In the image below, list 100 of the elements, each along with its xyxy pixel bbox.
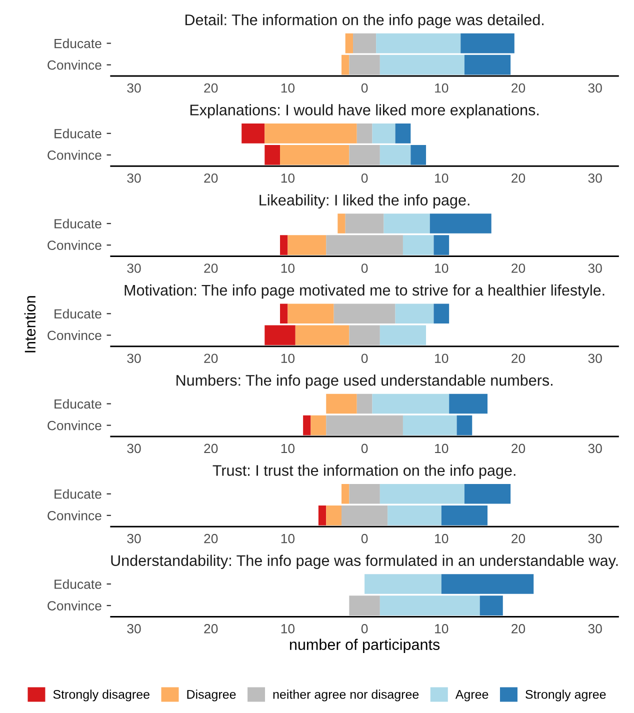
bar (326, 506, 342, 526)
x-tick-label: 30 (588, 444, 602, 454)
legend-label: Agree (455, 690, 488, 702)
bar (280, 304, 288, 324)
x-tick-label: 10 (281, 444, 295, 454)
legend-label: Disagree (187, 690, 236, 702)
y-tick-label: Convince (48, 420, 102, 430)
bar (303, 415, 311, 436)
x-tick-label: 30 (588, 354, 602, 364)
x-tick-label: 30 (588, 624, 602, 634)
bar (295, 325, 350, 346)
bar (356, 394, 372, 414)
bar (280, 235, 288, 255)
bar (264, 325, 296, 346)
bar (338, 214, 346, 234)
x-tick-label: 20 (512, 83, 526, 93)
bar (264, 145, 280, 165)
x-tick-label: 30 (588, 264, 602, 273)
x-tick-label: 10 (281, 264, 295, 273)
x-tick-label: 20 (512, 444, 526, 454)
y-tick-label: Educate (54, 489, 102, 499)
x-tick-label: 10 (435, 534, 448, 544)
y-tick-label: Convince (48, 600, 102, 610)
x-tick-label: 20 (512, 264, 526, 273)
bar (288, 304, 334, 324)
x-tick-label: 20 (204, 173, 218, 183)
x-tick-label: 30 (588, 534, 602, 544)
bar (288, 235, 326, 255)
x-tick-label: 20 (512, 354, 526, 364)
bar (380, 325, 426, 346)
bar (341, 484, 350, 504)
x-tick-label: 20 (512, 624, 526, 634)
y-tick-label: Educate (54, 398, 102, 409)
bar (380, 54, 464, 75)
x-tick-label: 20 (204, 264, 218, 273)
x-tick-label: 10 (281, 354, 295, 364)
x-tick-label: 30 (127, 264, 141, 273)
bar (326, 394, 357, 414)
x-tick-label: 20 (204, 624, 218, 634)
bar (376, 33, 461, 54)
x-tick-label: 30 (127, 534, 141, 544)
chart-title: Numbers: The info page used understandable numbers. (176, 374, 552, 389)
x-tick-label: 0 (361, 444, 368, 454)
x-tick-label: 30 (588, 173, 602, 183)
x-tick-label: 30 (127, 444, 141, 454)
chart-title: Understandability: The info page was formulated in an understandable way. (111, 554, 618, 570)
chart-title: Likeability: I liked the info page. (260, 194, 470, 209)
bar (460, 33, 514, 54)
x-tick-label: 30 (127, 83, 141, 93)
y-tick-label: Educate (54, 218, 102, 228)
bar (410, 145, 426, 165)
x-tick-label: 10 (281, 83, 295, 93)
x-tick-label: 0 (361, 354, 368, 364)
x-tick-label: 10 (281, 534, 295, 544)
bar (395, 123, 411, 144)
bar (318, 506, 326, 526)
x-tick-label: 10 (435, 83, 448, 93)
x-tick-label: 10 (435, 624, 448, 634)
bar (345, 33, 354, 54)
y-axis-title: Intention (24, 296, 36, 352)
x-tick-label: 0 (361, 173, 368, 183)
bar (334, 304, 396, 324)
y-tick-label: Educate (54, 308, 102, 319)
bar (449, 394, 488, 414)
x-tick-label: 0 (361, 264, 368, 273)
legend-label: neither agree nor disagree (273, 690, 419, 702)
x-tick-label: 30 (127, 354, 141, 364)
x-tick-label: 20 (512, 534, 526, 544)
legend-label: Strongly disagree (53, 690, 150, 702)
bar (349, 54, 380, 75)
legend-label: Strongly agree (526, 690, 606, 702)
bar (353, 33, 376, 54)
x-tick-label: 30 (127, 173, 141, 183)
x-tick-label: 10 (281, 173, 295, 183)
bar (395, 304, 434, 324)
bar (349, 596, 380, 616)
bar (326, 415, 403, 436)
bar (464, 54, 511, 75)
chart-title: Trust: I trust the information on the info page. (212, 464, 516, 479)
bar (341, 54, 350, 75)
y-tick-label: Convince (48, 150, 102, 160)
x-tick-label: 0 (361, 534, 368, 544)
chart-title: Explanations: I would have liked more explanations. (190, 104, 539, 118)
x-axis-title: number of participants (290, 638, 440, 654)
x-tick-label: 10 (281, 624, 295, 634)
x-tick-label: 20 (204, 534, 218, 544)
y-tick-label: Convince (48, 240, 102, 250)
y-tick-label: Educate (54, 38, 102, 48)
bar (372, 394, 450, 414)
x-tick-label: 20 (512, 173, 526, 183)
y-tick-label: Convince (48, 510, 102, 520)
y-tick-label: Educate (54, 128, 102, 138)
x-tick-label: 10 (435, 444, 448, 454)
x-tick-label: 10 (435, 264, 448, 273)
x-tick-label: 10 (435, 173, 448, 183)
bar (242, 123, 265, 144)
y-tick-label: Convince (48, 330, 102, 340)
x-tick-label: 30 (127, 624, 141, 634)
x-tick-label: 20 (204, 444, 218, 454)
bar (310, 415, 326, 436)
